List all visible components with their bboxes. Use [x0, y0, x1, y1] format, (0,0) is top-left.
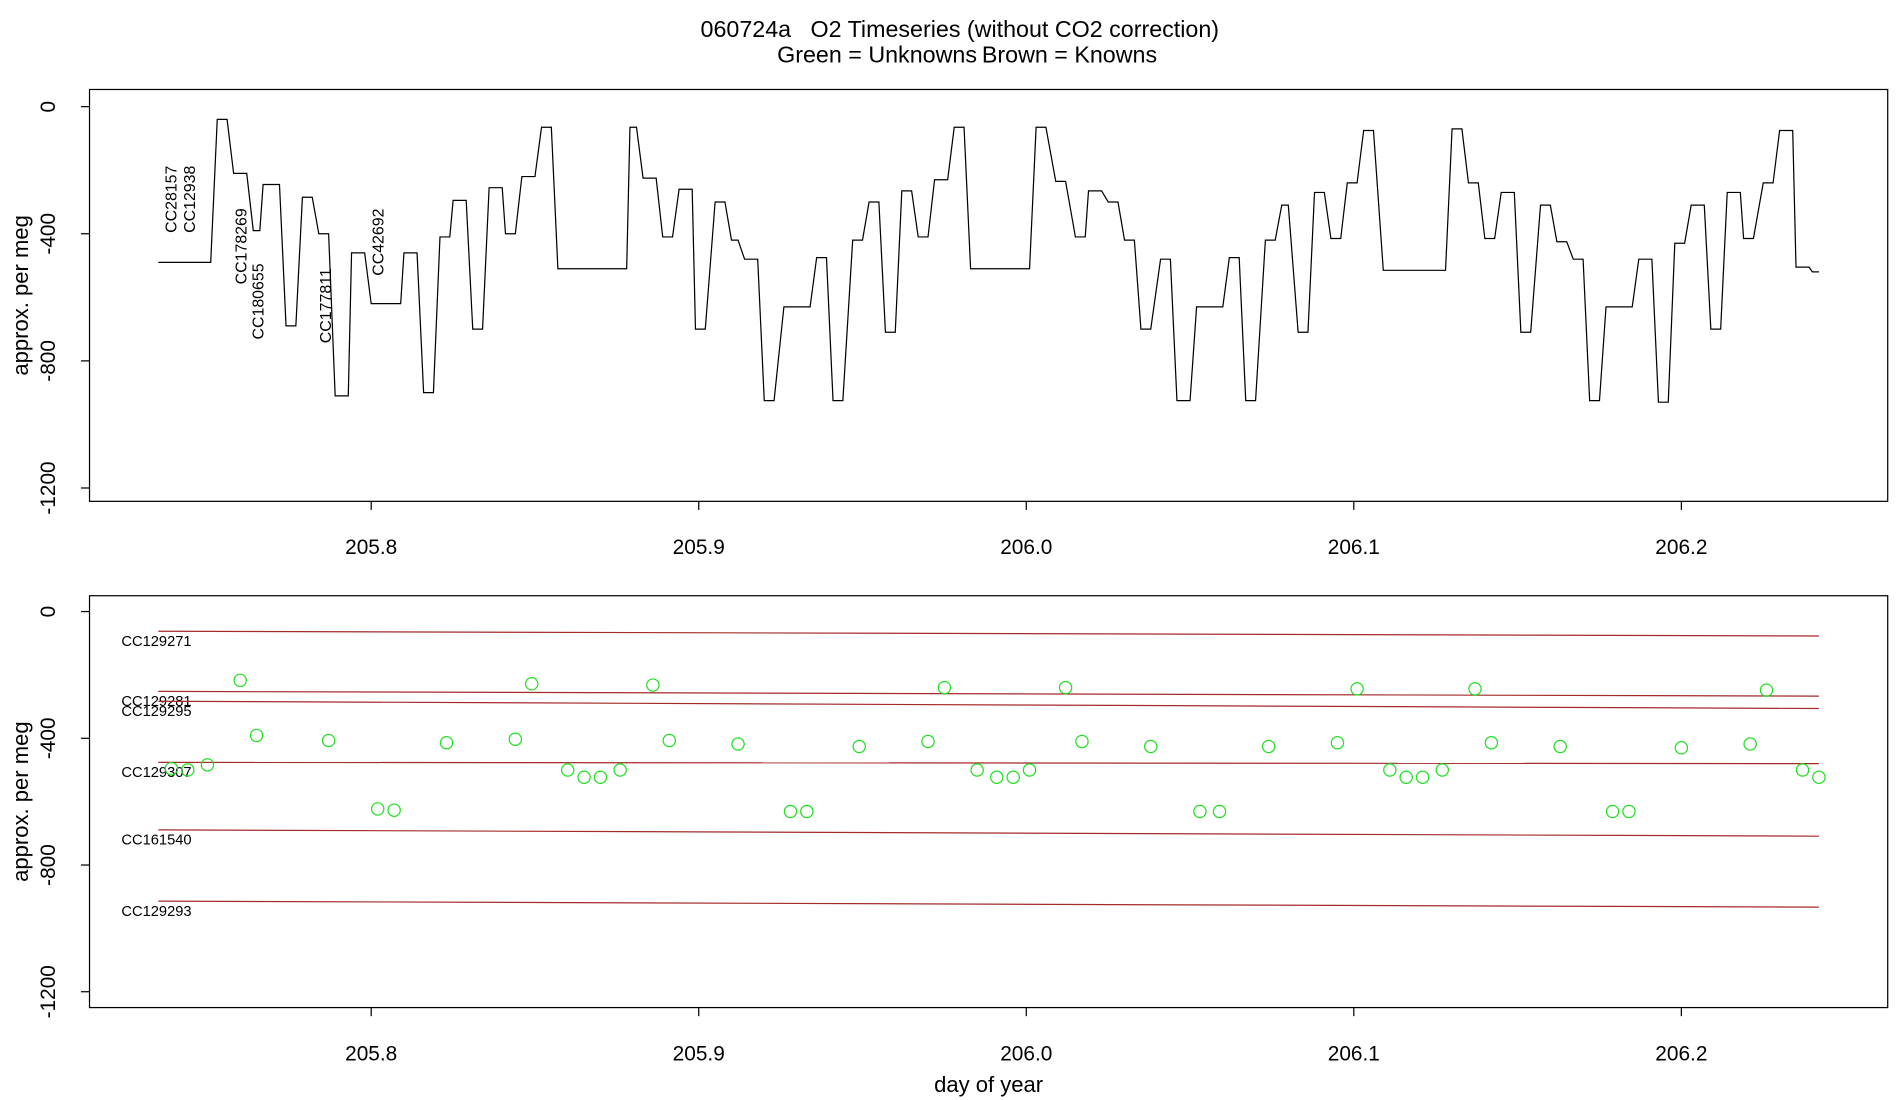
- data-point: [1350, 682, 1364, 696]
- line-label: CC129307: [121, 765, 191, 781]
- data-point: [1022, 763, 1037, 777]
- data-point: [970, 763, 984, 777]
- annotation: CC28157: [164, 165, 181, 232]
- data-point: [1743, 737, 1757, 751]
- series-line: [158, 630, 1819, 637]
- line-label: CC161540: [121, 833, 191, 849]
- x-tick-label: 205.9: [673, 536, 725, 559]
- y-axis-label: approx. per meg: [8, 215, 33, 376]
- data-point: [508, 732, 523, 746]
- y-tick-label: 0: [37, 101, 60, 113]
- data-point: [593, 770, 608, 784]
- plot-frame: [88, 88, 1889, 502]
- data-point: [439, 735, 454, 750]
- data-point: [1795, 763, 1810, 777]
- x-tick-label: 205.8: [345, 536, 397, 559]
- data-point: [387, 803, 401, 817]
- chart-title: 060724a O2 Timeseries (without CO2 corre…: [701, 16, 1220, 42]
- annotation: CC180655: [251, 263, 268, 339]
- data-point: [783, 804, 798, 819]
- data-point: [613, 763, 627, 777]
- data-point: [560, 763, 575, 777]
- data-point: [1605, 804, 1620, 819]
- data-point: [321, 733, 336, 748]
- plot-frame: [88, 595, 1889, 1009]
- data-point: [1330, 735, 1345, 750]
- y-tick-label: -800: [37, 844, 60, 886]
- data-point: [1058, 680, 1073, 695]
- data-point: [164, 761, 179, 776]
- data-point: [1484, 735, 1499, 750]
- annotation: CC42692: [371, 208, 388, 275]
- data-point: [1435, 763, 1449, 777]
- data-point: [852, 739, 866, 754]
- y-axis-label: approx. per meg: [8, 721, 33, 882]
- x-tick-label: 205.8: [345, 1042, 397, 1065]
- y-tick-label: -400: [37, 717, 60, 759]
- data-point: [1674, 741, 1689, 755]
- data-point: [181, 763, 195, 777]
- data-point: [200, 758, 215, 772]
- data-point: [1144, 739, 1158, 754]
- x-tick-label: 206.0: [1000, 1042, 1052, 1065]
- x-tick-label: 206.1: [1328, 1042, 1380, 1065]
- x-tick-label: 206.1: [1328, 536, 1380, 559]
- line-label: CC129295: [121, 704, 191, 720]
- data-point: [1399, 770, 1413, 784]
- subtitle-unknowns: Green = Unknowns: [777, 42, 977, 68]
- data-point: [937, 680, 952, 695]
- data-point: [1812, 770, 1826, 784]
- data-point: [1468, 682, 1482, 696]
- series-line: [158, 690, 1819, 697]
- x-tick-label: 206.0: [1000, 536, 1052, 559]
- annotation: CC178269: [233, 208, 250, 284]
- x-tick-label: 205.9: [673, 1042, 725, 1065]
- data-point: [1006, 770, 1020, 784]
- data-point: [577, 770, 591, 784]
- data-point: [990, 770, 1004, 784]
- data-point: [662, 733, 677, 748]
- series-line: [158, 900, 1819, 908]
- data-point: [233, 673, 247, 688]
- x-tick-label: 206.2: [1655, 536, 1707, 559]
- annotation: CC12938: [182, 165, 199, 232]
- data-point: [1553, 739, 1567, 754]
- y-tick-label: -1200: [37, 965, 60, 1018]
- data-point: [1622, 804, 1636, 819]
- data-point: [646, 678, 660, 692]
- data-point: [1212, 804, 1227, 819]
- y-tick-label: -400: [37, 213, 60, 255]
- series-line: [158, 829, 1819, 837]
- line-label: CC129293: [121, 904, 191, 920]
- x-tick-label: 206.2: [1655, 1042, 1707, 1065]
- data-point: [731, 737, 745, 751]
- series-line: [158, 761, 1819, 765]
- x-axis-label: day of year: [934, 1072, 1043, 1097]
- subtitle-knowns: Brown = Knowns: [982, 42, 1157, 68]
- data-point: [371, 802, 385, 816]
- y-tick-label: -1200: [37, 461, 60, 514]
- annotation: CC177811: [318, 268, 335, 343]
- data-point: [1261, 739, 1276, 754]
- data-point: [1075, 734, 1089, 749]
- series-line: [158, 118, 1819, 403]
- data-point: [1759, 683, 1774, 697]
- data-point: [800, 804, 814, 819]
- data-point: [1193, 804, 1207, 819]
- line-label: CC129271: [121, 634, 191, 650]
- data-point: [524, 677, 539, 691]
- data-point: [249, 728, 264, 743]
- data-point: [1415, 770, 1430, 784]
- y-tick-label: 0: [37, 606, 60, 618]
- line-label: CC129281: [121, 694, 191, 710]
- series-line: [158, 700, 1819, 710]
- y-tick-label: -800: [37, 340, 60, 382]
- data-point: [1383, 763, 1397, 777]
- data-point: [921, 734, 935, 749]
